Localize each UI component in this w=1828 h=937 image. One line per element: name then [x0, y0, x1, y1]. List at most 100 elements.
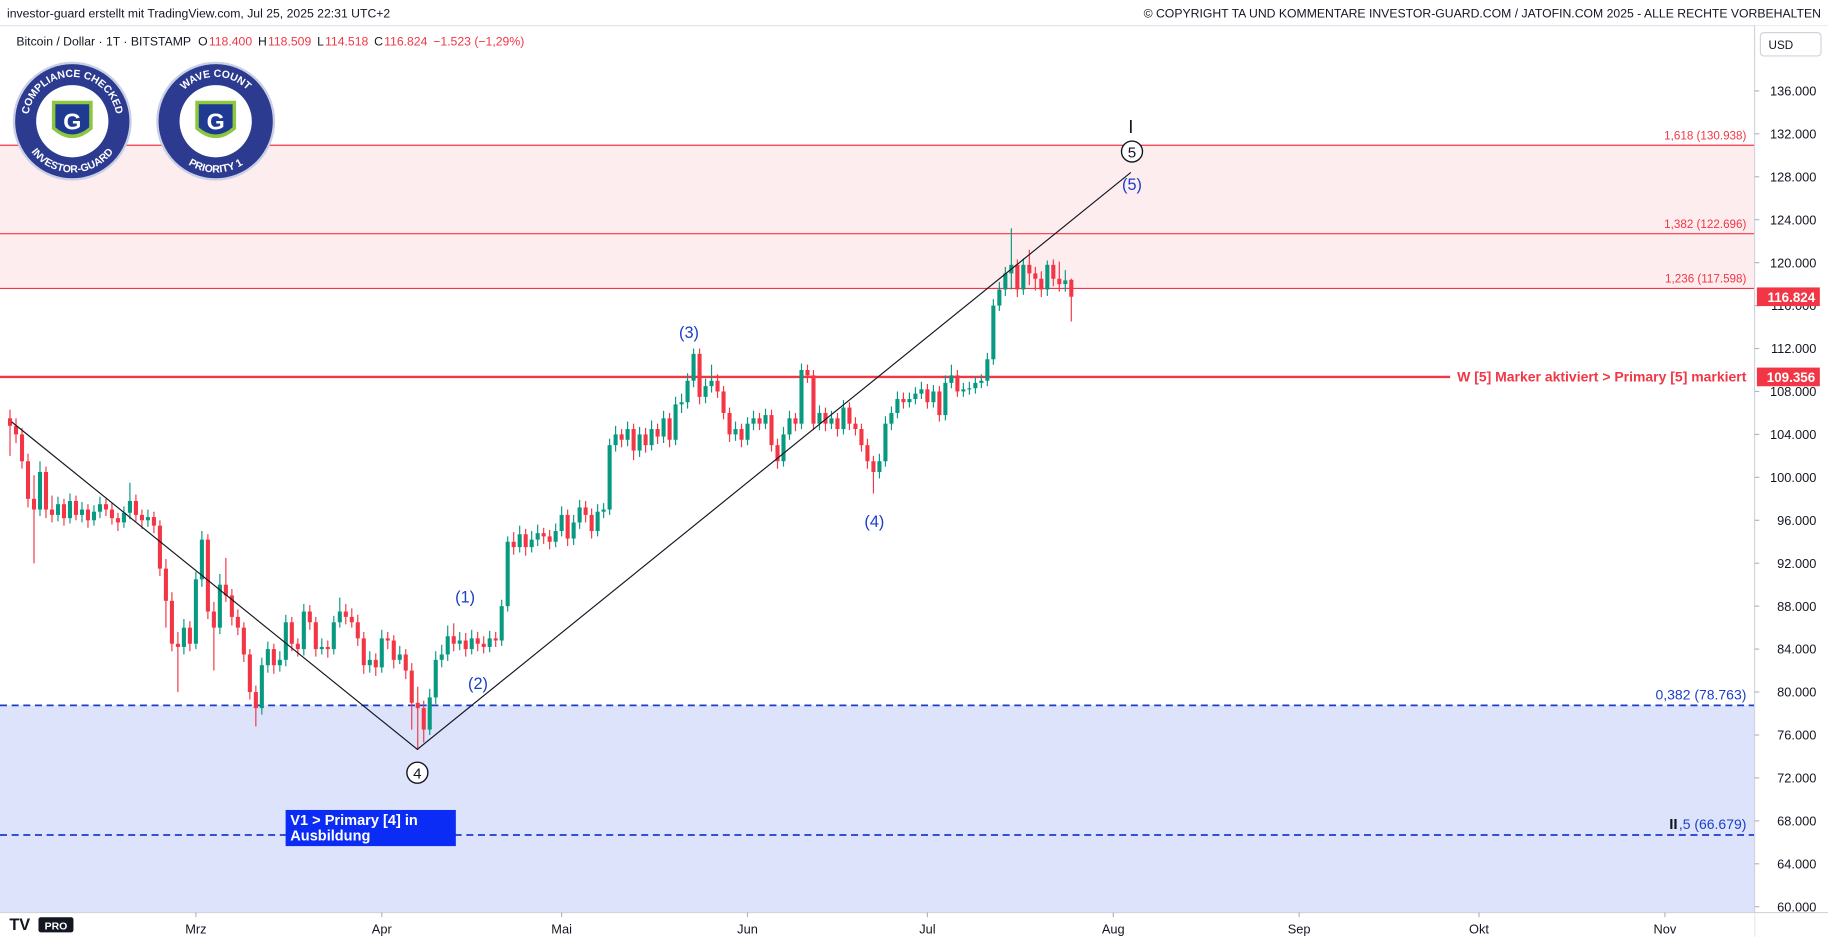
candle-body: [1051, 264, 1056, 279]
y-tick-label: 60.000: [1777, 899, 1816, 914]
header-right: © COPYRIGHT TA UND KOMMENTARE INVESTOR-G…: [1144, 6, 1821, 20]
y-tick-label: 132.000: [1770, 127, 1816, 142]
candle-body: [919, 389, 924, 394]
y-tick-label: 88.000: [1777, 599, 1816, 614]
candle-body: [781, 434, 786, 462]
badge-mark: G: [207, 108, 225, 134]
candle-body: [877, 461, 882, 472]
candle-body: [343, 611, 348, 617]
candle-body: [961, 389, 966, 392]
candle-body: [13, 425, 19, 435]
candle-body: [889, 412, 894, 424]
candle-body: [937, 391, 942, 416]
candle-body: [181, 627, 186, 647]
x-tick-label: Mrz: [185, 922, 206, 937]
y-tick-label: 104.000: [1770, 427, 1816, 442]
legend-key: C: [374, 34, 383, 48]
candle-body: [193, 579, 198, 644]
level-label: 1,618 (130.938): [1664, 129, 1746, 142]
candle-body: [391, 640, 396, 660]
candle-body: [817, 412, 822, 424]
x-tick-label: Jun: [737, 922, 758, 937]
candle-body: [703, 386, 708, 397]
candle-body: [685, 380, 690, 403]
candle-body: [463, 640, 468, 650]
candle-body: [145, 517, 150, 521]
candle-body: [721, 391, 726, 413]
logo-pro: PRO: [45, 921, 68, 932]
candle-body: [535, 533, 540, 540]
candle-body: [667, 418, 672, 440]
candle-body: [367, 659, 372, 666]
candle-body: [253, 692, 258, 709]
candle-body: [229, 595, 234, 617]
wave-label: (4): [864, 513, 884, 531]
candle-body: [691, 353, 696, 381]
candle-body: [679, 402, 684, 405]
candle-body: [859, 429, 864, 446]
candle-body: [499, 606, 504, 641]
candle-body: [103, 504, 108, 510]
candle-body: [433, 659, 438, 698]
x-tick-label: Sep: [1288, 922, 1311, 937]
y-tick-label: 136.000: [1770, 84, 1816, 99]
candle-body: [709, 380, 714, 387]
candle-body: [487, 638, 492, 647]
price-badge: [1756, 367, 1820, 387]
candle-body: [835, 418, 840, 430]
wave-label: (1): [455, 589, 475, 607]
level-label: 0,382 (78.763): [1656, 686, 1747, 702]
candle-body: [235, 616, 240, 628]
candle-body: [973, 382, 978, 389]
candle-body: [931, 391, 936, 403]
wave-circle: [406, 761, 429, 784]
levels: 1,618 (130.938) 1,382 (122.696) 1,236 (117…: [0, 129, 1755, 836]
candles: [7, 228, 1074, 751]
level-label: W [5] Marker aktiviert > Primary [5] mar…: [1457, 369, 1747, 385]
candle-body: [829, 418, 834, 424]
candle-body: [139, 514, 144, 521]
candle-body: [619, 434, 624, 440]
candle-body: [697, 353, 702, 397]
candle-body: [331, 622, 336, 650]
x-tick-label: Mai: [551, 922, 572, 937]
x-tick-label: Nov: [1654, 922, 1677, 937]
candle-body: [793, 418, 798, 424]
candle-body: [583, 507, 588, 515]
candle-body: [349, 616, 354, 623]
candle-body: [247, 654, 252, 693]
legend: Bitcoin / Dollar · 1T · BITSTAMP O 118.400…: [16, 34, 524, 48]
candle-body: [457, 640, 462, 644]
candle-body: [31, 498, 37, 510]
candle-body: [307, 611, 312, 623]
candle-body: [631, 429, 636, 451]
candle-body: [283, 622, 288, 660]
candle-body: [559, 514, 564, 532]
currency-box: [1759, 32, 1822, 57]
candle-body: [649, 429, 654, 446]
logo-tv: TV: [9, 916, 30, 934]
legend-key: H: [258, 34, 267, 48]
candle-body: [925, 389, 930, 403]
candle-body: [625, 429, 630, 440]
note-line: V1 > Primary [4] in: [290, 813, 418, 829]
candle-body: [1027, 264, 1032, 274]
candle-body: [337, 611, 342, 623]
candle-body: [955, 375, 960, 392]
candle-body: [745, 423, 750, 440]
candle-body: [277, 659, 282, 666]
candle-body: [1045, 264, 1050, 290]
candle-body: [589, 514, 594, 532]
y-tick-label: 120.000: [1770, 255, 1816, 270]
candle-body: [493, 638, 498, 641]
badge: G WAVE COUNT PRIORITY 1: [156, 61, 276, 181]
candle-body: [547, 536, 552, 542]
candle-body: [643, 434, 648, 446]
candle-body: [529, 539, 534, 548]
candle-body: [49, 509, 55, 515]
candle-body: [373, 659, 378, 668]
candle-body: [25, 461, 31, 499]
x-tick-label: Okt: [1469, 922, 1489, 937]
candle-body: [127, 500, 132, 513]
candle-body: [97, 504, 102, 512]
